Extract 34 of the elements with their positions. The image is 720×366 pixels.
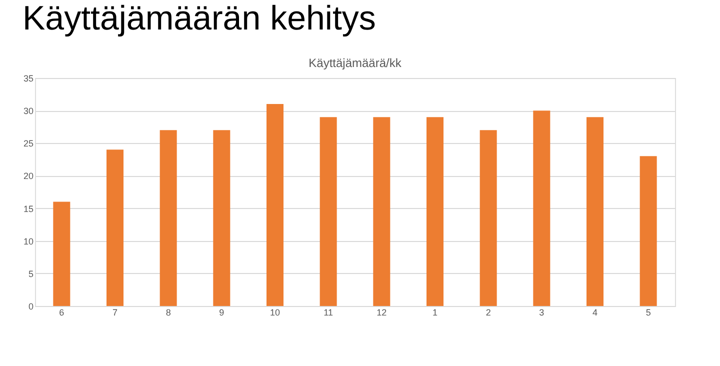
y-tick-label: 0	[28, 302, 34, 312]
x-tick-label: 10	[270, 308, 280, 318]
bar	[160, 130, 177, 306]
y-tick-label: 15	[23, 204, 34, 214]
chart-subtitle: Käyttäjämäärä/kk	[308, 56, 402, 70]
bar	[266, 104, 284, 306]
x-tick-label: 1	[432, 308, 438, 318]
y-tick-label: 5	[28, 268, 34, 279]
bar	[586, 117, 604, 306]
y-tick-label: 20	[23, 171, 34, 182]
x-tick-label: 3	[539, 308, 544, 318]
x-tick-label: 4	[592, 308, 598, 318]
bar	[106, 150, 124, 306]
bar	[480, 130, 497, 306]
y-tick-label: 25	[23, 138, 34, 149]
bar	[213, 130, 230, 306]
x-tick-label: 6	[59, 308, 64, 318]
x-tick-label: 5	[646, 308, 651, 318]
bar	[426, 117, 444, 306]
x-tick-label: 7	[112, 308, 118, 318]
bar	[53, 202, 70, 306]
y-tick-label: 10	[23, 236, 34, 246]
chart-title: Käyttäjämäärän kehitys	[22, 0, 376, 38]
x-tick-label: 11	[324, 308, 334, 318]
bar	[640, 156, 657, 306]
bar	[373, 117, 390, 306]
x-tick-label: 12	[376, 308, 387, 318]
bar	[320, 117, 337, 306]
x-tick-label: 8	[166, 308, 171, 318]
x-tick-label: 9	[219, 308, 224, 318]
x-tick-label: 2	[486, 308, 491, 318]
bar	[533, 110, 550, 306]
y-tick-label: 30	[23, 106, 34, 116]
y-tick-label: 35	[23, 74, 34, 84]
